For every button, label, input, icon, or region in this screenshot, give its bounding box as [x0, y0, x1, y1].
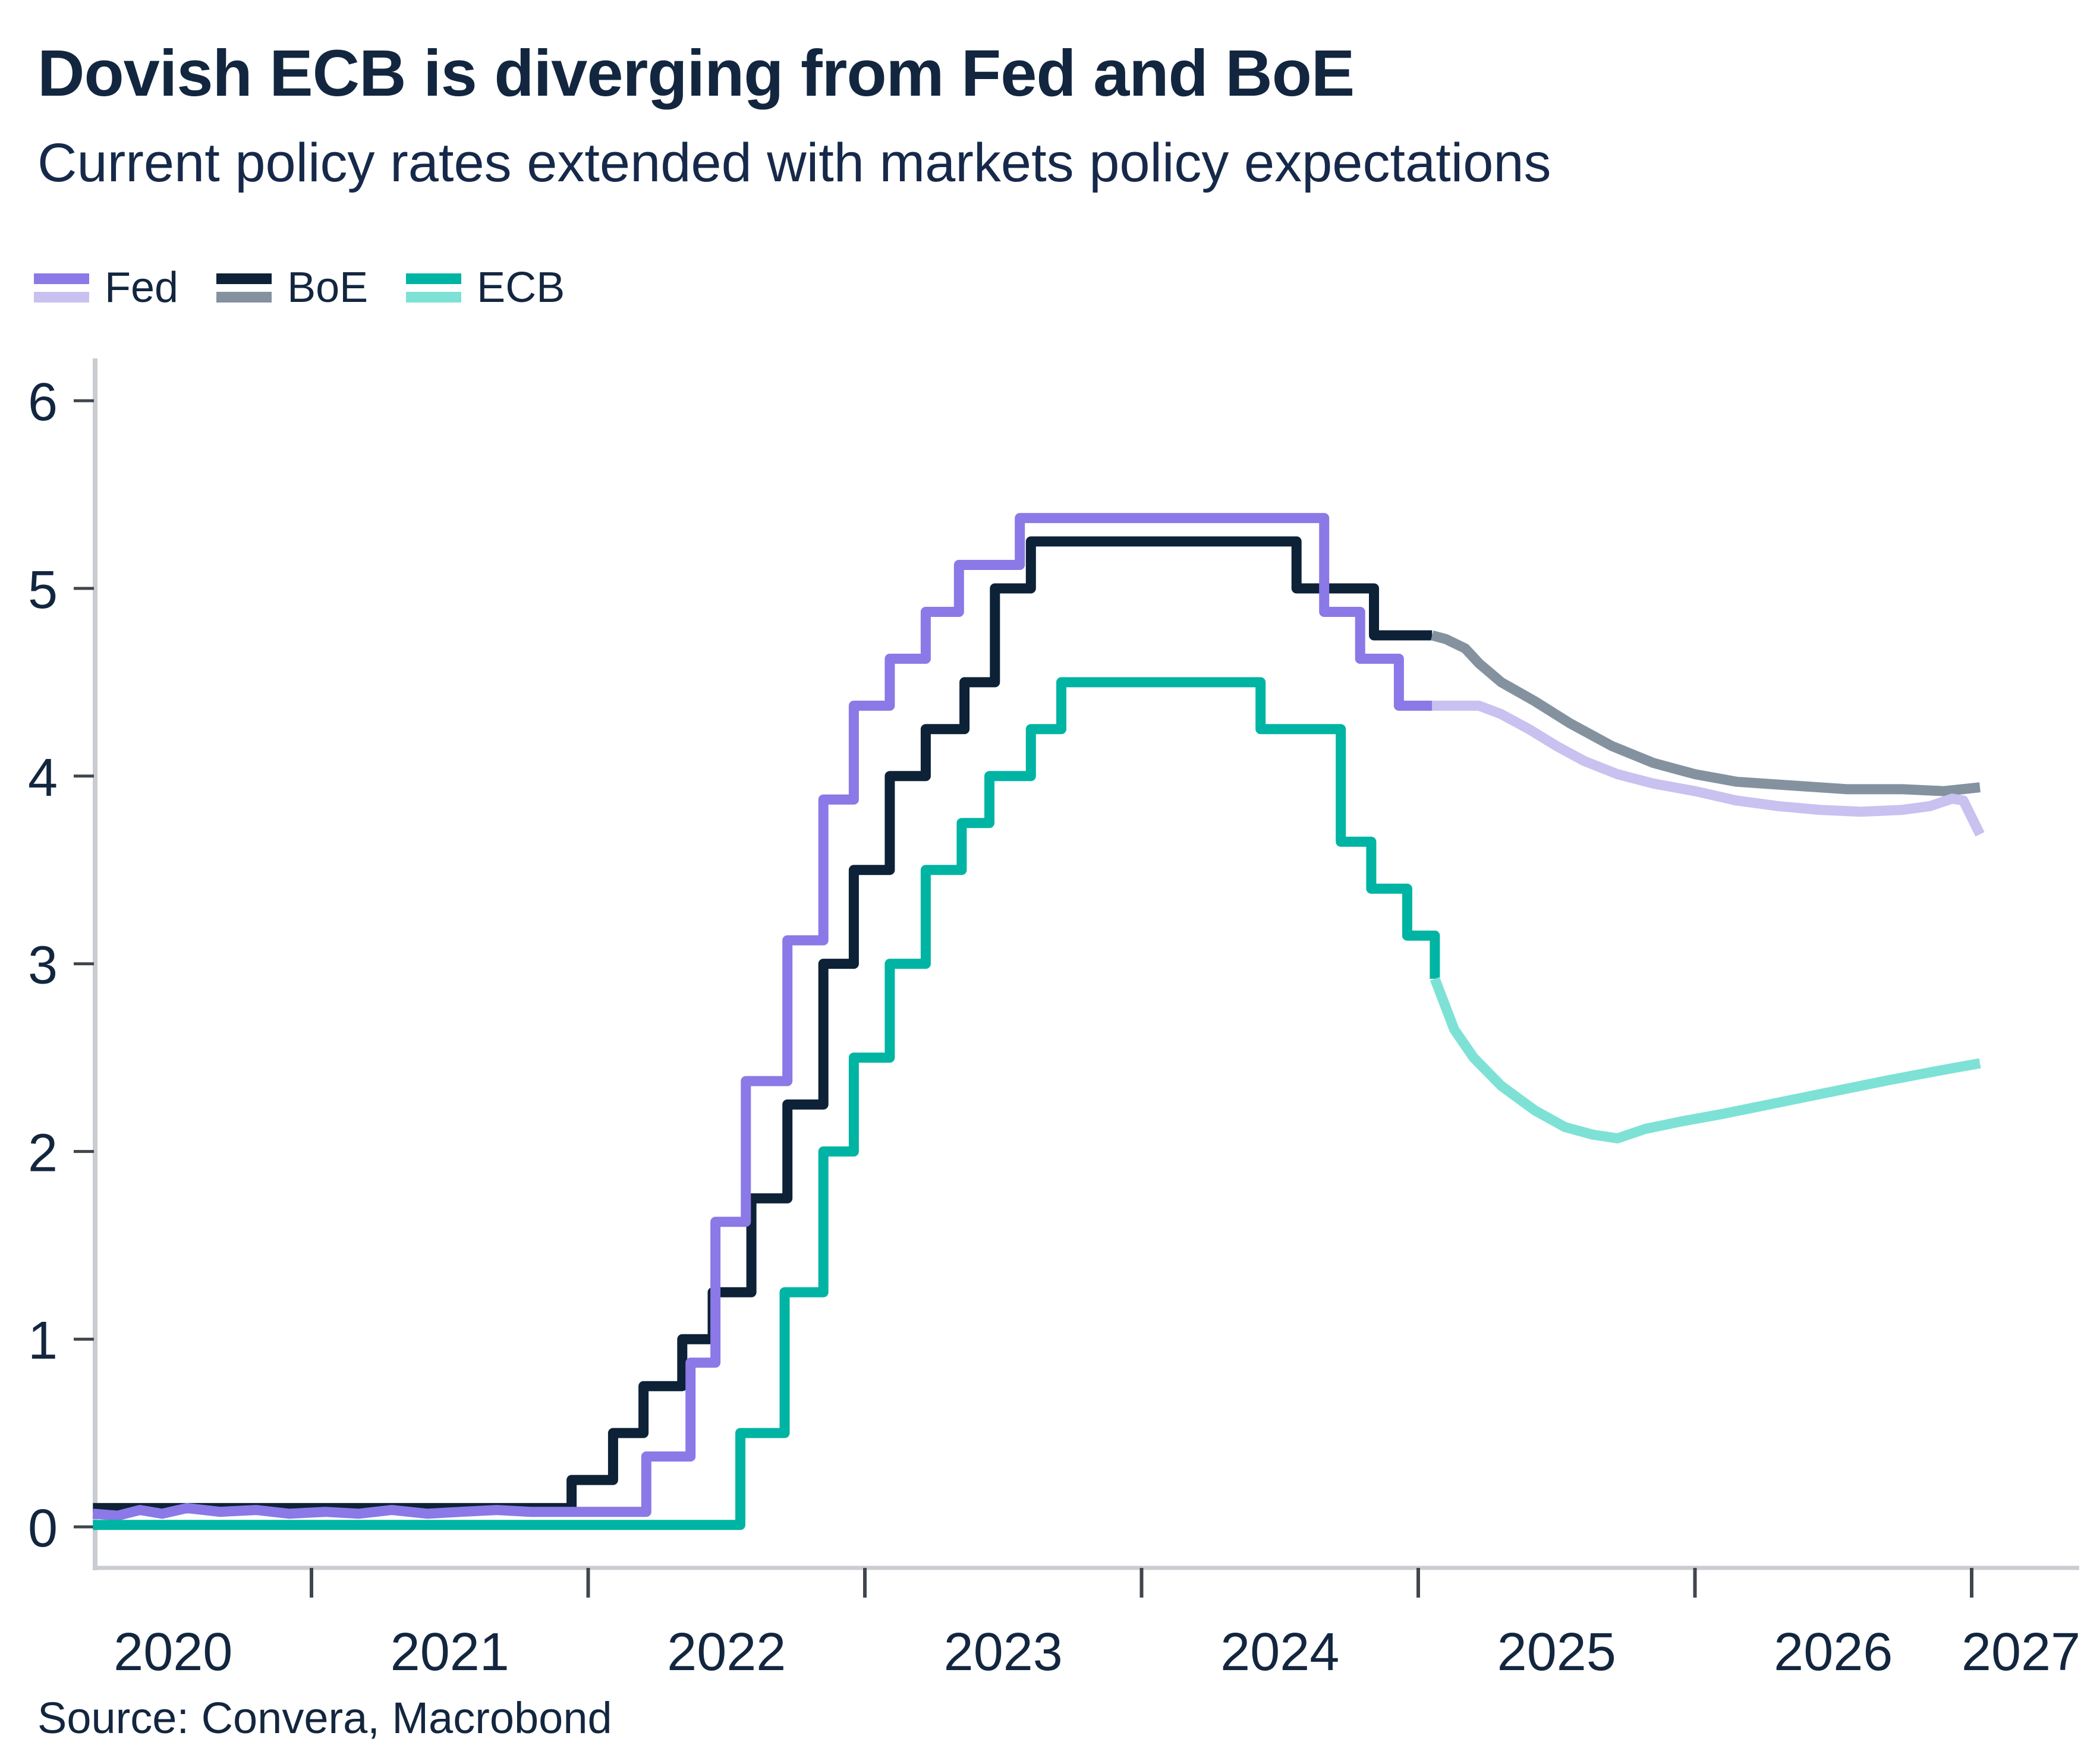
- legend-swatch-ecb: [406, 273, 462, 303]
- legend-item-boe: BoE: [216, 266, 368, 309]
- legend-label-fed: Fed: [105, 264, 179, 311]
- y-tick-label: 1: [28, 1311, 58, 1371]
- policy-rates-chart: 0 1 2 3 4 5 6 2020 2021 2022 2023 2024 2025 2026 2027: [28, 358, 2080, 1682]
- legend-label-ecb: ECB: [477, 264, 565, 311]
- boe-expected-swatch-bar: [216, 291, 272, 303]
- fed-actual-swatch-bar: [34, 273, 89, 284]
- x-tick-label: 2025: [1497, 1623, 1616, 1682]
- x-tick-label: 2021: [391, 1623, 509, 1682]
- y-tick-label: 6: [28, 373, 58, 432]
- fed-actual-line: [92, 513, 1433, 1521]
- legend-swatch-boe: [216, 273, 272, 303]
- y-tick-label: 0: [28, 1499, 58, 1558]
- y-tick-label: 3: [28, 936, 58, 996]
- fed-expected-swatch-bar: [34, 291, 89, 303]
- page-subtitle: Current policy rates extended with marke…: [37, 133, 1551, 193]
- ecb-actual-line: [93, 677, 1440, 1530]
- boe-actual-line: [93, 536, 1433, 1513]
- boe-expected-line: [1431, 630, 1981, 796]
- ecb-actual-swatch-bar: [406, 273, 462, 284]
- x-tick-label: 2024: [1220, 1623, 1339, 1682]
- legend-item-fed: Fed: [34, 266, 178, 309]
- boe-actual-swatch-bar: [216, 273, 272, 284]
- legend: Fed BoE ECB: [34, 266, 565, 309]
- page-title: Dovish ECB is diverging from Fed and BoE: [37, 37, 1355, 110]
- x-tick-label: 2026: [1774, 1623, 1893, 1682]
- x-tick-label: 2022: [667, 1623, 786, 1682]
- source-note: Source: Convera, Macrobond: [37, 1693, 612, 1743]
- legend-swatch-fed: [34, 273, 89, 303]
- x-tick-label: 2023: [944, 1623, 1063, 1682]
- y-tick-label: 2: [28, 1123, 58, 1183]
- y-tick-label: 4: [28, 748, 58, 808]
- x-tick-label: 2027: [1962, 1623, 2080, 1682]
- fed-expected-line: [1432, 700, 1985, 837]
- ecb-expected-line: [1430, 976, 1981, 1144]
- ecb-expected-swatch-bar: [406, 291, 462, 303]
- x-tick-label: 2020: [114, 1623, 232, 1682]
- legend-item-ecb: ECB: [406, 266, 565, 309]
- legend-label-boe: BoE: [287, 264, 369, 311]
- y-tick-label: 5: [28, 560, 58, 620]
